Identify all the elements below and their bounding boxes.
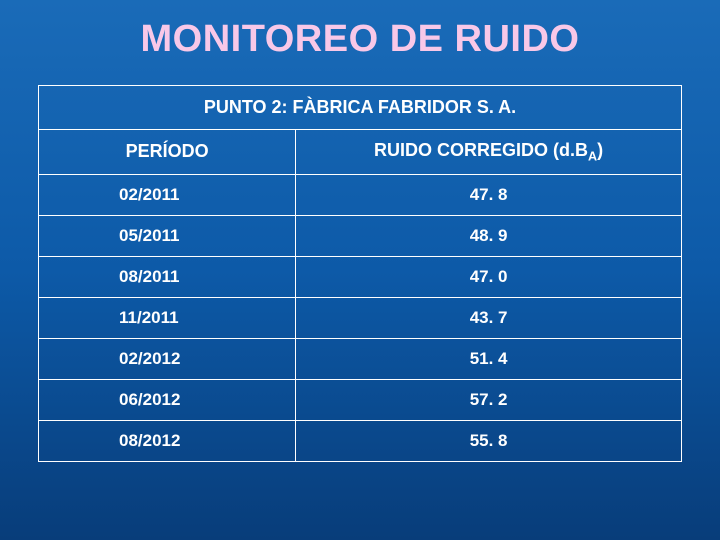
value-cell: 57. 2 [296,379,682,420]
period-cell: 08/2012 [39,420,296,461]
column-header-value-sub: A [588,150,597,164]
value-cell: 48. 9 [296,215,682,256]
slide-title: MONITOREO DE RUIDO [38,18,682,61]
period-cell: 05/2011 [39,215,296,256]
table-row: 11/2011 43. 7 [39,297,682,338]
column-header-value-prefix: RUIDO CORREGIDO (d.B [374,140,588,160]
table-row: 08/2012 55. 8 [39,420,682,461]
table-caption-row: PUNTO 2: FÀBRICA FABRIDOR S. A. [39,86,682,130]
value-cell: 43. 7 [296,297,682,338]
period-cell: 02/2012 [39,338,296,379]
column-header-period: PERÍODO [39,130,296,175]
table-row: 02/2012 51. 4 [39,338,682,379]
period-cell: 11/2011 [39,297,296,338]
period-cell: 08/2011 [39,256,296,297]
table-row: 05/2011 48. 9 [39,215,682,256]
table-body: 02/2011 47. 8 05/2011 48. 9 08/2011 47. … [39,174,682,461]
noise-table: PUNTO 2: FÀBRICA FABRIDOR S. A. PERÍODO … [38,85,682,462]
table-row: 08/2011 47. 0 [39,256,682,297]
value-cell: 47. 8 [296,174,682,215]
table-row: 06/2012 57. 2 [39,379,682,420]
period-cell: 06/2012 [39,379,296,420]
table-caption: PUNTO 2: FÀBRICA FABRIDOR S. A. [39,86,682,130]
value-cell: 55. 8 [296,420,682,461]
value-cell: 47. 0 [296,256,682,297]
slide: MONITOREO DE RUIDO PUNTO 2: FÀBRICA FABR… [0,0,720,540]
table-header-row: PERÍODO RUIDO CORREGIDO (d.BA) [39,130,682,175]
table-row: 02/2011 47. 8 [39,174,682,215]
column-header-value: RUIDO CORREGIDO (d.BA) [296,130,682,175]
column-header-value-suffix: ) [597,140,603,160]
period-cell: 02/2011 [39,174,296,215]
value-cell: 51. 4 [296,338,682,379]
